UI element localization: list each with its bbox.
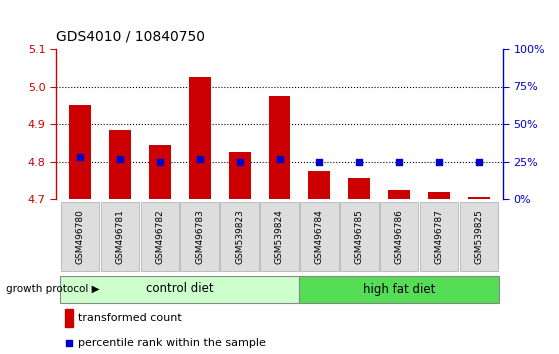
FancyBboxPatch shape — [300, 202, 339, 271]
Bar — [149, 145, 170, 199]
Bar — [309, 171, 330, 199]
FancyBboxPatch shape — [220, 202, 259, 271]
Point — [355, 159, 364, 164]
Text: GSM496784: GSM496784 — [315, 209, 324, 264]
Text: high fat diet: high fat diet — [363, 282, 435, 296]
Point — [315, 159, 324, 164]
FancyBboxPatch shape — [60, 275, 300, 303]
FancyBboxPatch shape — [181, 202, 219, 271]
FancyBboxPatch shape — [300, 275, 499, 303]
FancyBboxPatch shape — [260, 202, 299, 271]
Point — [475, 159, 484, 164]
Bar — [229, 152, 250, 199]
FancyBboxPatch shape — [340, 202, 378, 271]
Point — [395, 159, 404, 164]
Text: GSM496787: GSM496787 — [435, 209, 444, 264]
Point — [64, 340, 73, 346]
FancyBboxPatch shape — [61, 202, 99, 271]
Bar — [389, 190, 410, 199]
Bar — [65, 309, 73, 326]
Point — [115, 156, 124, 161]
Bar — [428, 192, 450, 199]
Bar — [348, 178, 370, 199]
Text: percentile rank within the sample: percentile rank within the sample — [78, 338, 266, 348]
Bar — [109, 130, 131, 199]
Point — [195, 156, 204, 161]
FancyBboxPatch shape — [101, 202, 139, 271]
Text: GSM496782: GSM496782 — [155, 209, 164, 264]
Point — [155, 159, 164, 164]
FancyBboxPatch shape — [140, 202, 179, 271]
Text: growth protocol ▶: growth protocol ▶ — [6, 284, 99, 294]
Bar — [268, 96, 291, 199]
Point — [275, 156, 284, 161]
Text: control diet: control diet — [146, 282, 214, 296]
Text: transformed count: transformed count — [78, 313, 182, 323]
Text: GSM496780: GSM496780 — [75, 209, 84, 264]
Text: GSM496786: GSM496786 — [395, 209, 404, 264]
Text: GSM539823: GSM539823 — [235, 209, 244, 264]
Text: GSM539824: GSM539824 — [275, 209, 284, 264]
FancyBboxPatch shape — [380, 202, 419, 271]
Text: GSM496781: GSM496781 — [115, 209, 124, 264]
Bar — [69, 105, 91, 199]
Text: GSM496783: GSM496783 — [195, 209, 204, 264]
Text: GSM496785: GSM496785 — [355, 209, 364, 264]
Point — [435, 159, 444, 164]
FancyBboxPatch shape — [420, 202, 458, 271]
Bar — [468, 197, 490, 199]
FancyBboxPatch shape — [460, 202, 498, 271]
Text: GDS4010 / 10840750: GDS4010 / 10840750 — [56, 30, 205, 44]
Text: GSM539825: GSM539825 — [475, 209, 484, 264]
Point — [75, 154, 84, 160]
Point — [235, 159, 244, 164]
Bar — [189, 77, 211, 199]
